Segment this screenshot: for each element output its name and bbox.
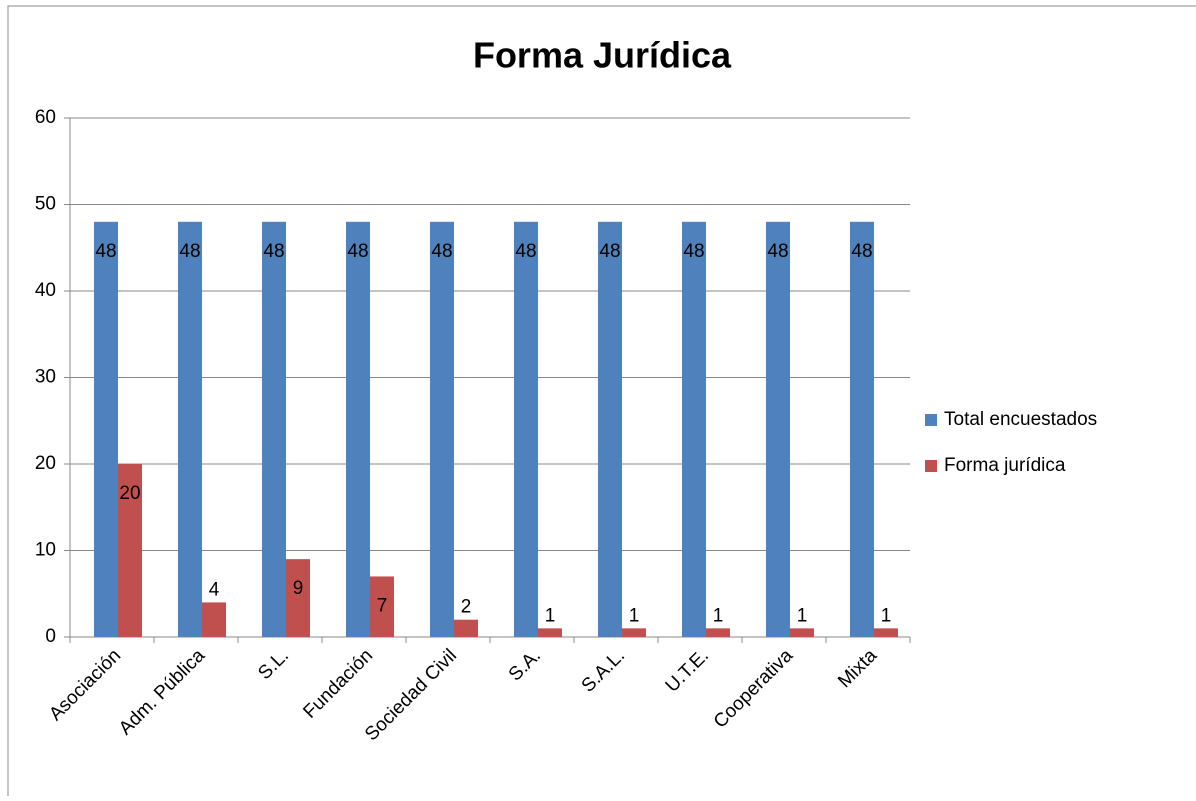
data-label: 1 [629,605,640,626]
bar [598,221,622,638]
bar [454,619,478,637]
data-label: 48 [515,241,536,262]
bar [262,221,286,638]
bar [286,559,310,637]
bar [94,221,118,638]
y-tick-label: 30 [35,367,56,388]
data-label: 48 [179,241,200,262]
data-label: 4 [209,579,220,600]
bar [766,221,790,638]
legend-label: Forma jurídica [944,455,1066,476]
bar [682,221,706,638]
data-label: 48 [263,241,284,262]
data-label: 1 [881,605,892,626]
data-label: 7 [377,595,388,616]
legend-swatch [925,414,937,426]
bar [430,221,454,638]
bar [790,628,814,637]
bar [346,221,370,638]
y-tick-label: 10 [35,540,56,561]
data-label: 20 [119,483,140,504]
bar [370,576,394,637]
data-label: 48 [851,241,872,262]
y-tick-label: 40 [35,280,56,301]
bar [706,628,730,637]
bar [118,464,142,637]
bar [622,628,646,637]
bar [178,221,202,638]
bar [850,221,874,638]
data-label: 9 [293,578,304,599]
bar [538,628,562,637]
data-label: 48 [599,241,620,262]
data-label: 1 [797,605,808,626]
data-label: 2 [461,597,472,618]
bar [514,221,538,638]
y-tick-label: 60 [35,107,56,128]
data-label: 1 [713,605,724,626]
data-label: 48 [431,241,452,262]
data-label: 48 [683,241,704,262]
y-tick-label: 50 [35,194,56,215]
bar [874,628,898,637]
y-tick-label: 0 [45,626,56,647]
legend-label: Total encuestados [944,409,1097,430]
bar [202,602,226,637]
y-tick-label: 20 [35,453,56,474]
data-label: 48 [95,241,116,262]
chart-title: Forma Jurídica [473,35,732,76]
data-label: 1 [545,605,556,626]
legend-swatch [925,460,937,472]
data-label: 48 [347,241,368,262]
data-label: 48 [767,241,788,262]
